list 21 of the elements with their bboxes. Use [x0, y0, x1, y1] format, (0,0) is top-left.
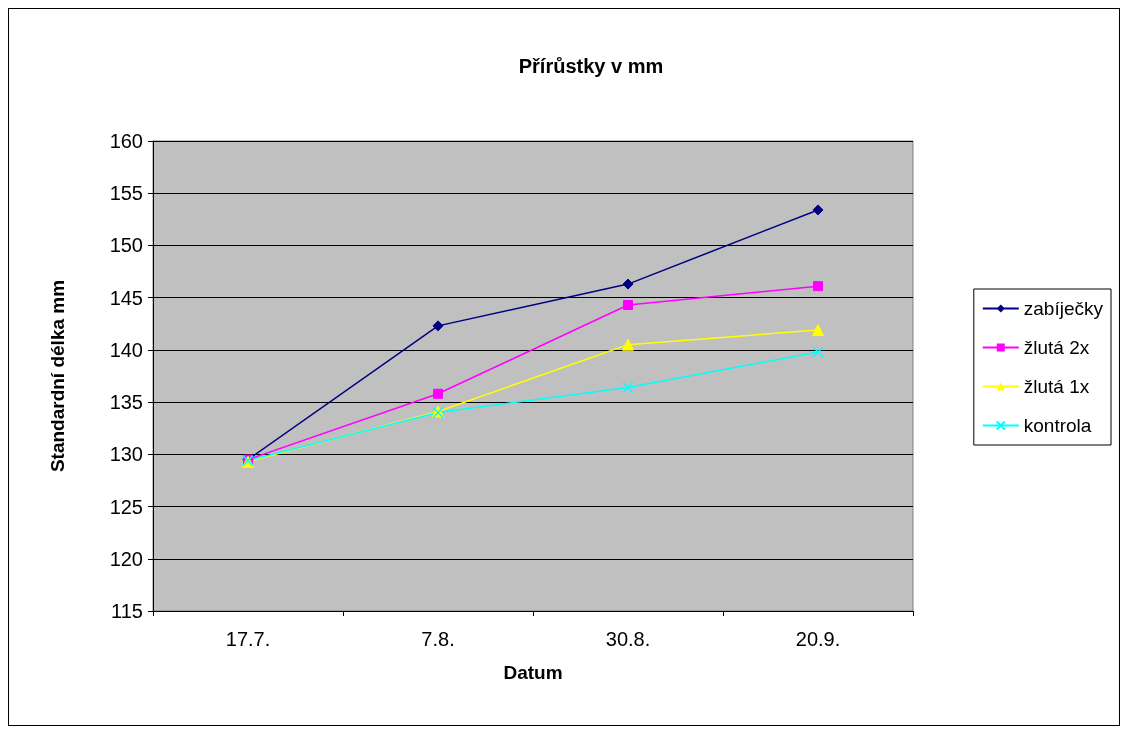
y-tick-label: 160: [109, 130, 143, 152]
y-tick-label: 115: [111, 600, 143, 622]
y-tick-label: 125: [109, 495, 143, 518]
x-tick-label: 7.8.: [421, 628, 455, 650]
x-axis-title: Datum: [503, 662, 563, 683]
y-tick-label: 140: [109, 338, 143, 361]
y-tick-label: 155: [109, 182, 143, 205]
y-tick-label: 150: [109, 234, 143, 257]
legend-label: zabíječky: [1023, 298, 1104, 319]
y-tick-label: 130: [109, 443, 143, 466]
chart-title: Přírůstky v mm: [518, 55, 664, 77]
y-tick-label: 145: [109, 286, 143, 309]
y-axis-title: Standardní délka mm: [47, 279, 68, 473]
legend-label: kontrola: [1023, 415, 1092, 436]
legend-label: žlutá 2x: [1023, 337, 1090, 358]
y-tick-label: 120: [109, 547, 143, 570]
x-tick-label: 17.7.: [225, 628, 271, 650]
legend-label: žlutá 1x: [1023, 376, 1090, 397]
x-tick-label: 20.9.: [795, 628, 841, 650]
x-tick-label: 30.8.: [605, 628, 651, 650]
y-tick-label: 135: [109, 391, 143, 414]
